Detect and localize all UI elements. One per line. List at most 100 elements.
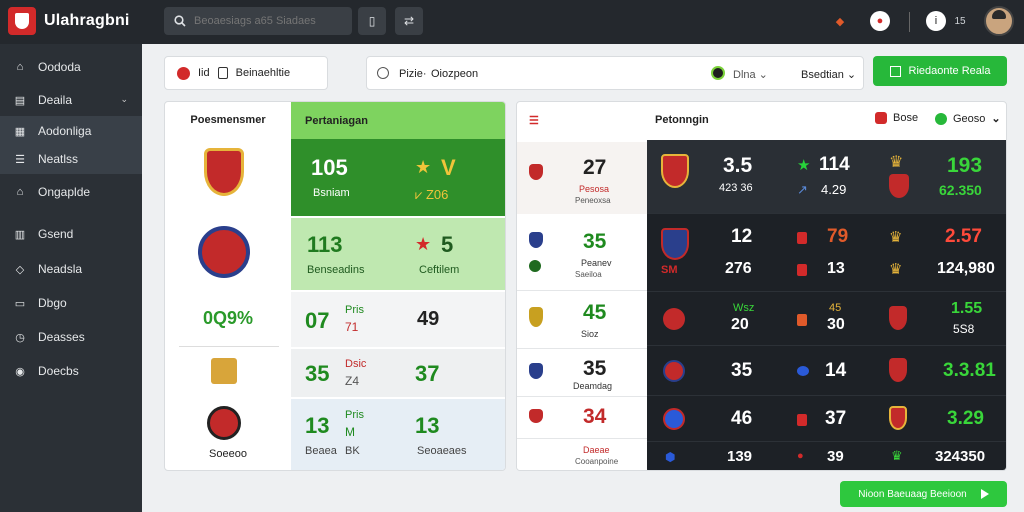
play-icon <box>980 489 989 499</box>
odds-value: 3.29 <box>947 408 984 429</box>
team-crest-icon <box>663 360 685 382</box>
match-value: 27 <box>583 156 607 179</box>
odds-row[interactable]: SM 12 276 79 13 ♛ ♛ 2.57 124,980 <box>647 216 1006 292</box>
sidebar-item-label: Ongaplde <box>38 185 91 199</box>
select-2[interactable]: Bsedtian ⌄ <box>801 69 857 81</box>
toolbar-button-2[interactable]: ⇄ <box>395 7 423 35</box>
sidebar-item-4[interactable]: ⌂ Ongaplde <box>0 177 142 207</box>
odds-row[interactable]: 46 37 3.29 <box>647 398 1006 442</box>
odds-value: 14 <box>825 360 847 381</box>
odds-row[interactable]: 3.5 423 36 ★ 114 ↗ 4.29 ♛ 193 62.350 <box>647 140 1006 214</box>
sidebar: ⌂ Oododa ▤ Deaila ⌄ ▦ Aodonliga ☰ Neatls… <box>0 44 142 512</box>
flag-icon <box>797 366 809 376</box>
odds-value: 139 <box>727 448 753 465</box>
stat-label: Beaea <box>305 445 337 457</box>
odds-value: 1.55 <box>951 300 983 317</box>
match-label: Daeae <box>583 445 610 455</box>
sidebar-item-9[interactable]: ◉ Doecbs <box>0 356 142 386</box>
sidebar-item-3[interactable]: ☰ Neatlss <box>0 144 142 174</box>
search-box[interactable] <box>164 7 352 35</box>
team-crest-icon <box>529 307 543 327</box>
doc-icon <box>217 67 228 79</box>
teams-column: 0Q9% Soeeoo <box>165 138 291 470</box>
team-crest-icon <box>663 408 685 430</box>
odds-row[interactable]: ⬢ 139 ● 39 ♛ 324350 <box>647 444 1006 470</box>
crown-icon: ♛ <box>889 261 903 278</box>
odds-row[interactable]: 35 14 3.3.81 <box>647 348 1006 396</box>
stat-note: BK <box>345 445 360 457</box>
search-input[interactable] <box>194 15 334 27</box>
team-crest-icon <box>661 154 689 188</box>
match-row[interactable]: 35 Deamdag <box>517 348 647 394</box>
grid-icon <box>889 65 901 77</box>
match-row[interactable]: 45 Sioz <box>517 290 647 346</box>
standings-row[interactable]: 105 Bsniam ★ V ⩗ Z06 <box>291 139 505 216</box>
star-icon: ★ <box>415 234 432 254</box>
stat-sub: Z06 <box>425 187 449 202</box>
sidebar-item-7[interactable]: ▭ Dbgo <box>0 288 142 318</box>
crown-icon: ♛ <box>891 448 903 463</box>
sidebar-item-6[interactable]: ◇ Neadsla <box>0 254 142 284</box>
filter-tag-1[interactable]: Bose <box>875 112 918 124</box>
team-crest-icon <box>529 232 543 248</box>
stat-value: 35 <box>305 361 330 386</box>
sidebar-item-label: Neatlss <box>38 152 79 166</box>
filter-tag: Iid <box>198 67 210 79</box>
top-bar: Ulahragbni ▯ ⇄ ◆ ● i 15 <box>0 0 1024 44</box>
cta-button[interactable]: Nioon Baeuaag Beeioon <box>840 481 1007 507</box>
info-icon[interactable]: i <box>926 11 946 31</box>
filter-main-value[interactable]: Oiozpeon <box>431 68 479 80</box>
logo-icon <box>8 7 36 35</box>
standings-row[interactable]: 113 Benseadins ★ 5 Ceftilem <box>291 218 505 290</box>
stat-value: 113 <box>307 232 343 257</box>
badge-icon[interactable]: ● <box>870 11 890 31</box>
crown-icon: ♛ <box>889 154 904 171</box>
shield-icon[interactable]: ◆ <box>835 15 845 28</box>
sidebar-item-label: Gsend <box>38 227 74 241</box>
odds-value: 13 <box>827 260 845 277</box>
search-icon <box>174 15 186 27</box>
select-2-value: Bsedtian <box>801 69 844 81</box>
match-row[interactable]: 27 Pesosa Peneoxsa <box>517 142 647 214</box>
brand[interactable]: Ulahragbni <box>8 7 130 35</box>
team-crest-icon <box>529 363 543 379</box>
match-row[interactable]: 35 Peanev Saeiloa <box>517 216 647 288</box>
location-icon: ◇ <box>15 263 25 276</box>
sidebar-item-2[interactable]: ▦ Aodonliga <box>0 116 142 146</box>
team-crest-icon <box>204 148 244 196</box>
stat-sub: 71 <box>345 320 359 334</box>
match-sub: Saeiloa <box>575 270 602 279</box>
globe-icon: ◉ <box>15 365 25 378</box>
sidebar-item-5[interactable]: ▥ Gsend <box>0 219 142 249</box>
sidebar-item-8[interactable]: ◷ Deasses <box>0 322 142 352</box>
status-count: 15 <box>954 15 966 27</box>
standings-row[interactable]: 35 Dsic Z4 37 <box>291 349 505 397</box>
match-row[interactable]: Daeae Cooanpoine <box>517 438 647 470</box>
filter-bar: Pizie· Oiozpeon Dlna ⌄ Bsedtian ⌄ <box>366 56 864 90</box>
win-percent: 0Q9% <box>202 308 254 328</box>
standings-panel: Poesmensmer 0Q9% Soeeoo Pertaniagan 105 … <box>164 101 506 471</box>
odds-value: 35 <box>731 360 753 381</box>
toolbar-divider <box>909 12 910 32</box>
toolbar-button-1[interactable]: ▯ <box>358 7 386 35</box>
sidebar-item-1[interactable]: ▤ Deaila ⌄ <box>0 85 142 115</box>
stat-value: 07 <box>305 308 330 333</box>
primary-action-button[interactable]: Riedaonte Reala <box>873 56 1007 86</box>
tag-label: Geoso <box>953 112 986 125</box>
select-1[interactable]: Dlna ⌄ <box>733 69 768 81</box>
match-sub: Peneoxsa <box>575 196 611 205</box>
standings-row[interactable]: 07 Pris 71 49 <box>291 292 505 347</box>
match-row[interactable]: 34 <box>517 396 647 436</box>
odds-row[interactable]: Wsz 20 45 30 1.55 5S8 <box>647 294 1006 346</box>
standings-row[interactable]: 13 Beaea Pris M BK 13 Seoaeaes <box>291 399 505 470</box>
menu-icon[interactable]: ☰ <box>529 115 539 127</box>
odds-value: 2.57 <box>945 226 982 247</box>
filter-tag-2[interactable]: Geoso ⌄ <box>935 112 1001 125</box>
match-label: Deamdag <box>573 381 613 391</box>
odds-value: 124,980 <box>937 260 995 277</box>
sidebar-item-0[interactable]: ⌂ Oododa <box>0 52 142 82</box>
avatar[interactable] <box>984 6 1014 36</box>
stat-value: 49 <box>417 308 440 330</box>
filter-chip[interactable]: Iid Beinaehltie <box>164 56 328 90</box>
stat-sub: M <box>345 425 355 439</box>
